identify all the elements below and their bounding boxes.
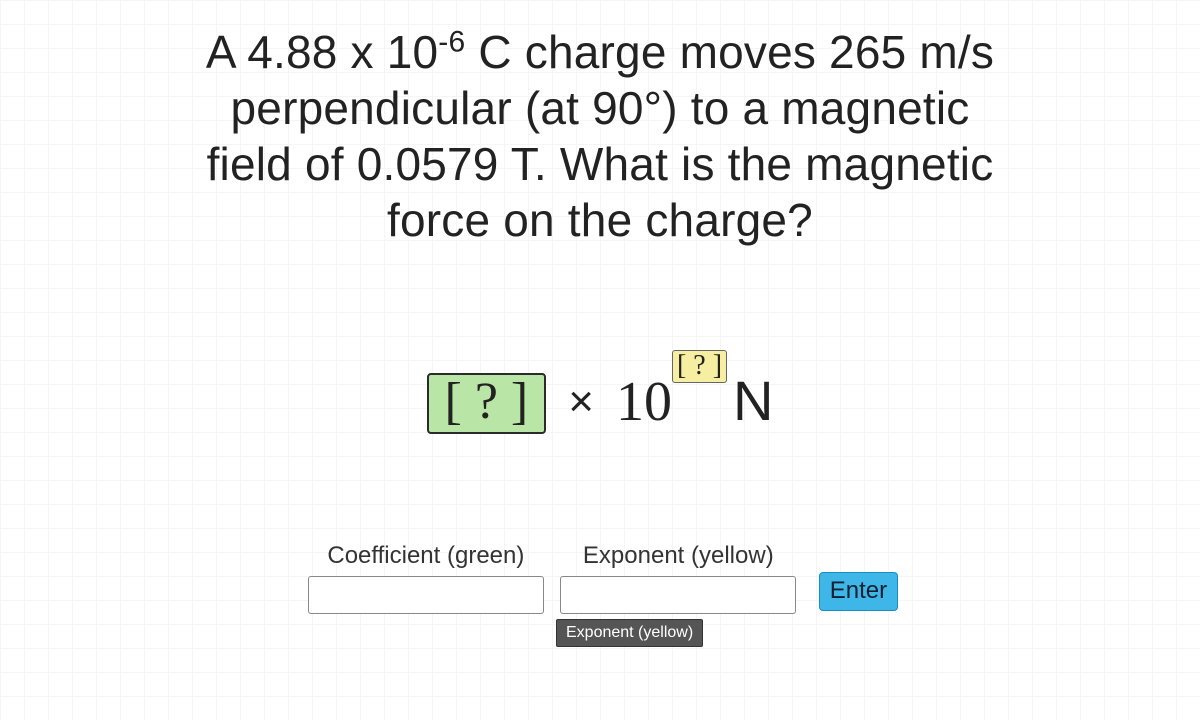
- question-superscript: -6: [438, 26, 465, 59]
- enter-button[interactable]: Enter: [819, 572, 898, 611]
- coefficient-input-group: Coefficient (green): [308, 542, 544, 614]
- exponent-tooltip: Exponent (yellow): [556, 619, 703, 647]
- coefficient-input[interactable]: [308, 576, 544, 614]
- exponent-placeholder-text: [ ? ]: [677, 350, 722, 381]
- unit-label: N: [733, 369, 773, 432]
- question-line2: perpendicular (at 90°) to a magnetic: [231, 82, 970, 134]
- exponent-input[interactable]: [560, 576, 796, 614]
- coefficient-placeholder-text: [ ? ]: [445, 373, 529, 430]
- question-line4: force on the charge?: [387, 194, 813, 246]
- coefficient-input-label: Coefficient (green): [308, 542, 544, 570]
- times-symbol: ×: [568, 377, 594, 426]
- base-ten: 10: [616, 371, 672, 433]
- question-line1-post: C charge moves 265 m/s: [465, 26, 994, 78]
- question-text: A 4.88 x 10-6 C charge moves 265 m/s per…: [0, 24, 1200, 248]
- coefficient-placeholder-box: [ ? ]: [427, 373, 547, 434]
- question-line3: field of 0.0579 T. What is the magnetic: [207, 138, 994, 190]
- question-line1-pre: A 4.88 x 10: [206, 26, 438, 78]
- exponent-placeholder-box: [ ? ]: [672, 350, 727, 383]
- answer-format: [ ? ] × 10[ ? ]N: [0, 368, 1200, 436]
- exponent-input-group: Exponent (yellow): [560, 542, 796, 614]
- exponent-input-label: Exponent (yellow): [560, 542, 796, 570]
- input-area: Coefficient (green) Exponent (yellow) En…: [0, 542, 1200, 614]
